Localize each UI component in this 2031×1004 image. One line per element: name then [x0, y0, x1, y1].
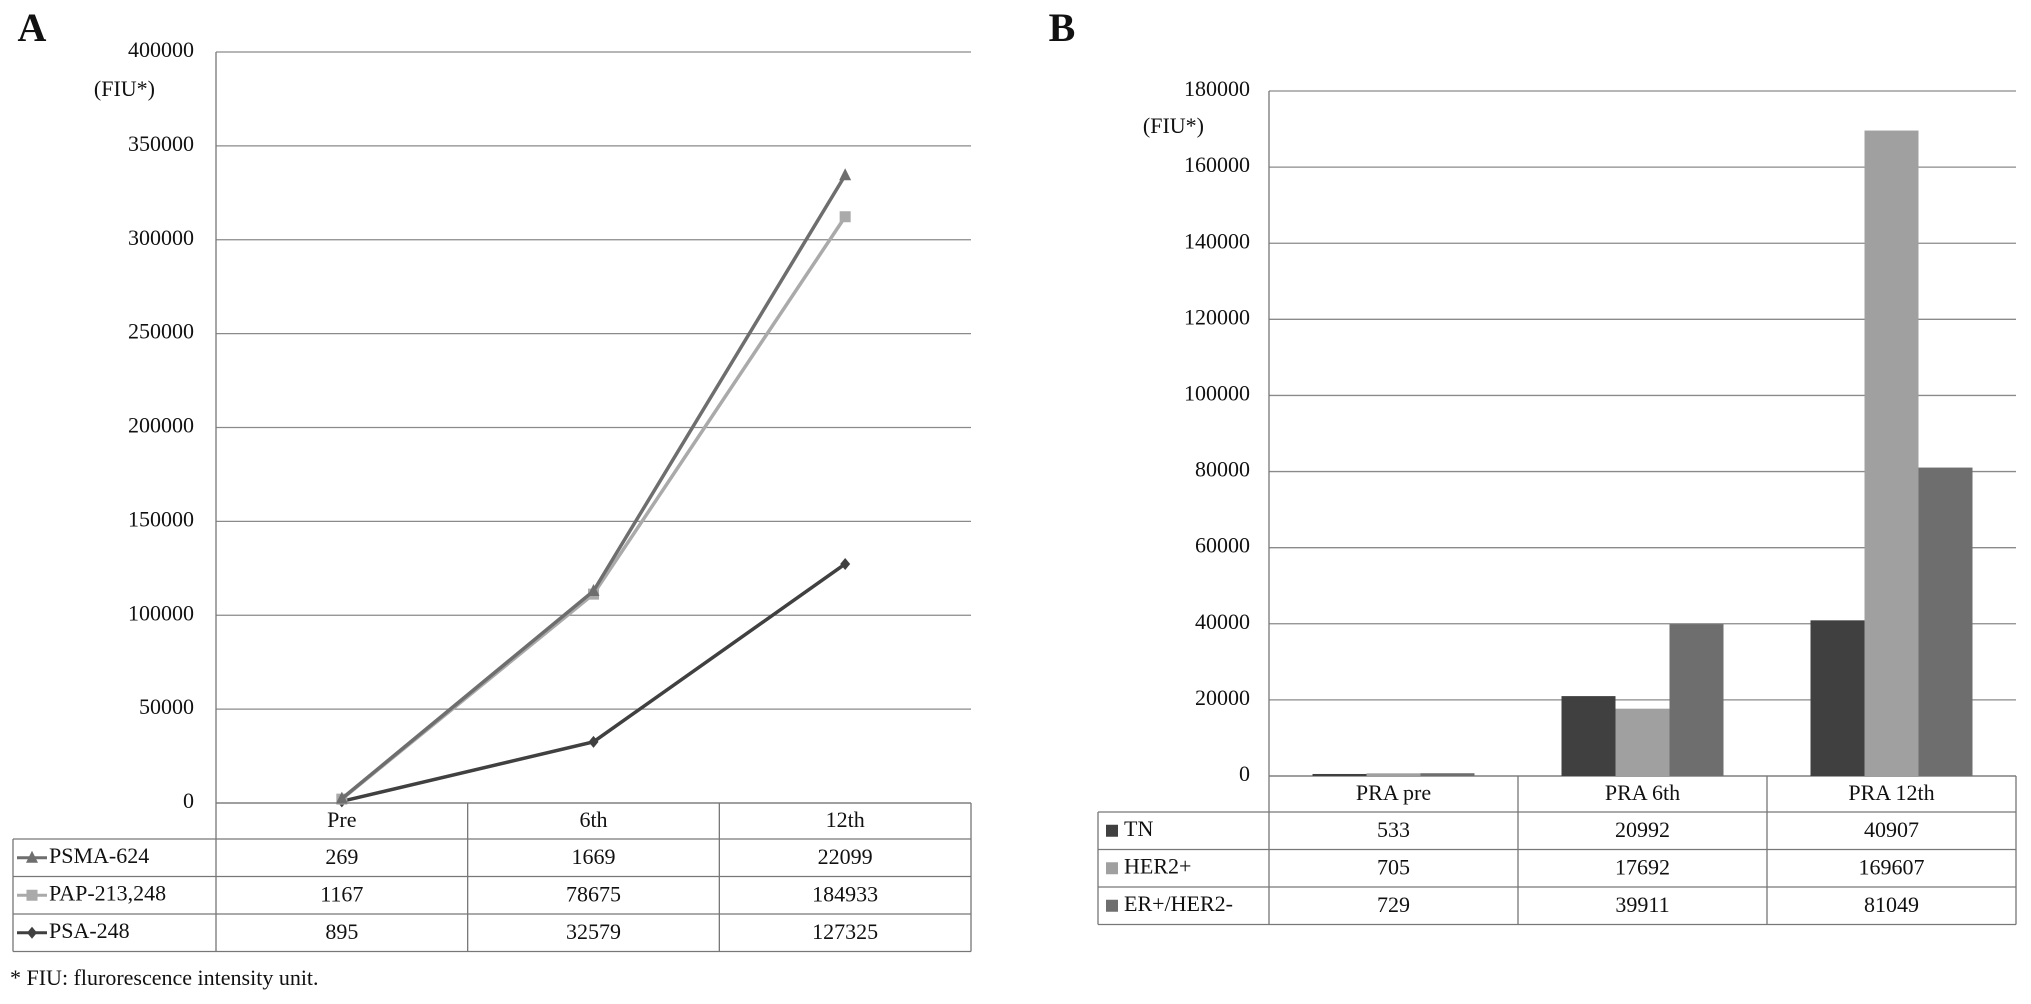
- legend-key: [1106, 824, 1118, 837]
- table-value: 127325: [812, 919, 878, 944]
- x-tick-label: PRA 6th: [1605, 780, 1680, 805]
- y-tick-label: 400000: [128, 37, 194, 62]
- y-tick-label: 140000: [1184, 228, 1250, 253]
- y-tick-label: 180000: [1184, 76, 1250, 101]
- bar: [1561, 696, 1616, 776]
- y-tick-label: 100000: [128, 600, 194, 625]
- footnote: * FIU: flurorescence intensity unit.: [10, 965, 319, 990]
- y-tick-label: 80000: [1195, 457, 1250, 482]
- table-value: 22099: [818, 844, 873, 869]
- table-value: 169607: [1859, 854, 1925, 879]
- legend-label: PSA-248: [49, 918, 130, 943]
- line: [340, 174, 847, 800]
- y-tick-label: 60000: [1195, 533, 1250, 558]
- marker: [588, 735, 599, 748]
- bar: [1420, 773, 1475, 776]
- table-value: 184933: [812, 881, 878, 906]
- table-value: 40907: [1864, 817, 1919, 842]
- y-tick-label: 100000: [1184, 380, 1250, 405]
- table-value: 20992: [1615, 817, 1670, 842]
- y-tick-label: 200000: [128, 413, 194, 438]
- y-tick-label: 150000: [128, 506, 194, 531]
- table-value: 78675: [566, 881, 621, 906]
- panel-label: B: [1049, 5, 1076, 50]
- table-value: 39911: [1615, 892, 1669, 917]
- y-tick-label: 120000: [1184, 304, 1250, 329]
- marker: [335, 791, 348, 804]
- bar: [1918, 467, 1973, 776]
- y-tick-label: 40000: [1195, 609, 1250, 634]
- bar: [1864, 130, 1919, 776]
- legend-label: TN: [1124, 816, 1153, 841]
- y-tick-label: 50000: [139, 694, 194, 719]
- legend-label: PAP-213,248: [49, 880, 166, 905]
- bar: [1615, 708, 1670, 776]
- marker: [26, 889, 38, 901]
- table-value: 269: [325, 844, 358, 869]
- legend-label: ER+/HER2-: [1124, 891, 1233, 916]
- x-tick-label: PRA 12th: [1848, 780, 1934, 805]
- table-value: 533: [1377, 817, 1410, 842]
- table-value: 32579: [566, 919, 621, 944]
- y-unit-label: (FIU*): [94, 76, 155, 101]
- table-value: 1167: [320, 881, 363, 906]
- table-value: 17692: [1615, 854, 1670, 879]
- x-tick-label: Pre: [327, 807, 356, 832]
- marker: [839, 211, 851, 223]
- x-tick-label: PRA pre: [1356, 780, 1431, 805]
- y-tick-label: 160000: [1184, 152, 1250, 177]
- y-tick-label: 0: [183, 788, 194, 813]
- y-tick-label: 300000: [128, 225, 194, 250]
- legend-key: [1106, 862, 1118, 875]
- x-tick-label: 6th: [579, 807, 607, 832]
- y-tick-label: 250000: [128, 319, 194, 344]
- marker: [26, 850, 38, 863]
- y-tick-label: 350000: [128, 131, 194, 156]
- y-tick-label: 20000: [1195, 685, 1250, 710]
- marker: [840, 557, 851, 570]
- bar: [1366, 773, 1421, 776]
- bar: [1810, 620, 1865, 776]
- legend-key: [1106, 899, 1118, 912]
- y-tick-label: 0: [1239, 761, 1250, 786]
- marker: [839, 168, 852, 181]
- panel-label: A: [18, 5, 47, 50]
- line: [340, 215, 847, 801]
- legend-label: PSMA-624: [49, 843, 149, 868]
- table-value: 729: [1377, 892, 1410, 917]
- bar: [1669, 624, 1724, 776]
- table-value: 1669: [572, 844, 616, 869]
- y-unit-label: (FIU*): [1143, 113, 1204, 138]
- x-tick-label: 12th: [826, 807, 865, 832]
- marker: [587, 583, 600, 596]
- table-value: 705: [1377, 854, 1410, 879]
- legend-label: HER2+: [1124, 853, 1191, 878]
- bar: [1312, 773, 1367, 776]
- table-value: 81049: [1864, 892, 1919, 917]
- table-value: 895: [325, 919, 358, 944]
- marker: [27, 926, 37, 939]
